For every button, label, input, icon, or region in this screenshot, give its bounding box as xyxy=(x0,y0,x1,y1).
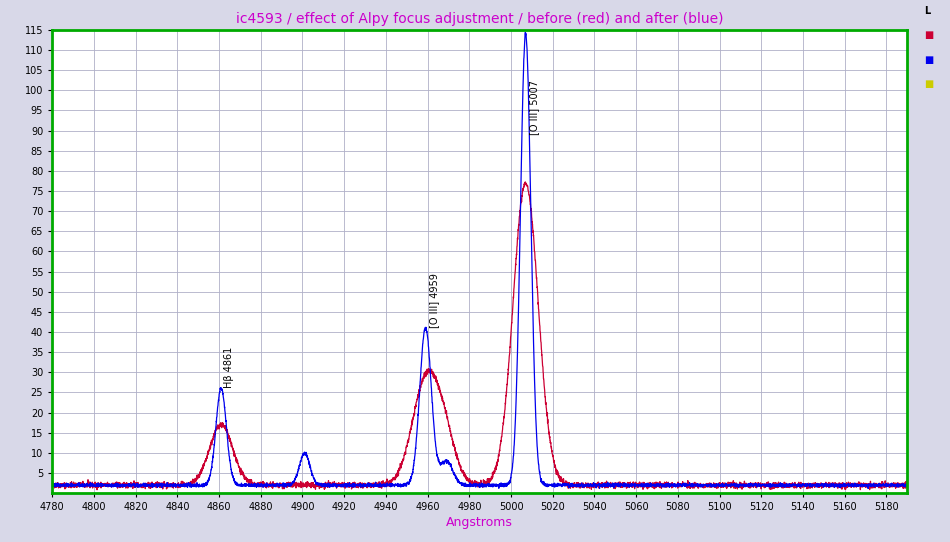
Text: ■: ■ xyxy=(924,79,934,89)
Text: [O III] 4959: [O III] 4959 xyxy=(428,273,439,328)
Text: [O III] 5007: [O III] 5007 xyxy=(529,80,539,134)
Text: L: L xyxy=(924,6,931,16)
X-axis label: Angstroms: Angstroms xyxy=(446,517,513,530)
Text: Hβ 4861: Hβ 4861 xyxy=(224,347,235,389)
Text: ■: ■ xyxy=(924,55,934,64)
Title: ic4593 / effect of Alpy focus adjustment / before (red) and after (blue): ic4593 / effect of Alpy focus adjustment… xyxy=(236,12,724,26)
Text: ■: ■ xyxy=(924,30,934,40)
